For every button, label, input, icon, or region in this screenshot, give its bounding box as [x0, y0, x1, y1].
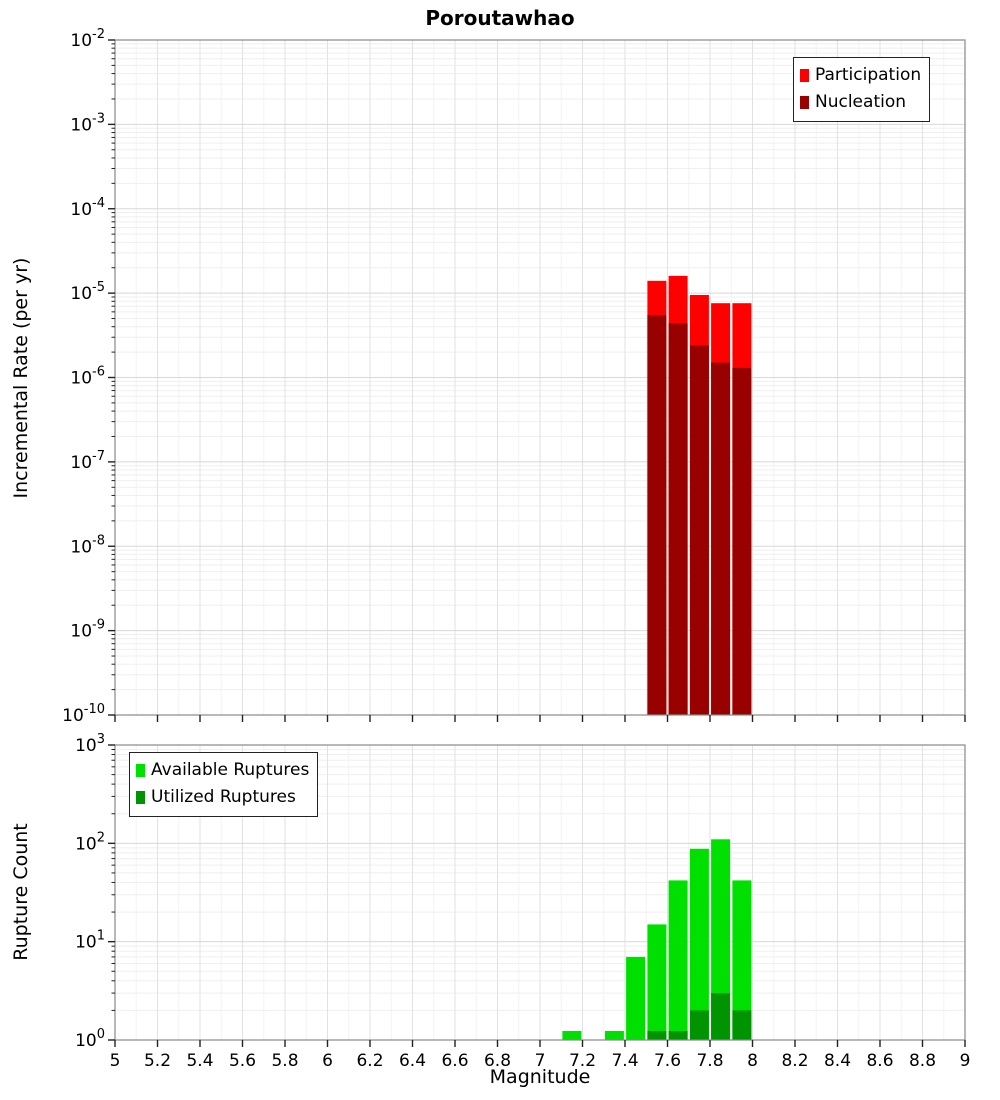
participation-swatch-icon	[800, 69, 809, 83]
svg-text:7.4: 7.4	[611, 1051, 638, 1071]
svg-text:10-6: 10-6	[70, 365, 105, 389]
svg-text:7: 7	[535, 1051, 546, 1071]
svg-text:10-7: 10-7	[70, 449, 105, 473]
svg-text:6.6: 6.6	[441, 1051, 468, 1071]
svg-text:7.8: 7.8	[696, 1051, 723, 1071]
nucleation-swatch-icon	[800, 96, 809, 110]
legend-item-available-ruptures: Available Ruptures	[136, 757, 309, 784]
available-ruptures-bars	[562, 839, 752, 1040]
gridlines	[115, 40, 965, 715]
svg-text:10-4: 10-4	[70, 196, 105, 220]
utilized-ruptures-bars	[647, 993, 752, 1040]
available-ruptures-label: Available Ruptures	[151, 760, 310, 780]
svg-text:6.8: 6.8	[484, 1051, 511, 1071]
svg-text:6.2: 6.2	[356, 1051, 383, 1071]
svg-text:7.2: 7.2	[569, 1051, 596, 1071]
svg-text:8.6: 8.6	[866, 1051, 893, 1071]
chart-title: Poroutawhao	[425, 6, 575, 30]
svg-text:8.4: 8.4	[824, 1051, 851, 1071]
utilized-ruptures-label: Utilized Ruptures	[151, 787, 296, 808]
x-axis: 5 5.2 5.4 5.6 5.8 6 6.2 6.4 6.6 6.8 7 7.2 7.4 7.6 7.8 8…	[110, 1040, 971, 1071]
svg-text:103: 103	[75, 732, 105, 756]
y-axis: 100 101 102 103	[75, 732, 115, 1051]
rupture-count-plot: 100 101 102 103 5 5.2 5.4 5.6 5.8 6 6.2 6.4 6.6 6.8 7 7…	[75, 732, 971, 1071]
svg-text:101: 101	[75, 929, 105, 953]
nucleation-label: Nucleation	[815, 92, 907, 113]
magnitude-axis-label: Magnitude	[489, 1066, 591, 1088]
rate-legend: Participation Nucleation	[793, 57, 931, 123]
x-axis	[114, 715, 966, 722]
svg-text:9: 9	[960, 1051, 971, 1071]
svg-text:10-3: 10-3	[70, 111, 105, 135]
svg-text:102: 102	[75, 830, 105, 854]
legend-item-nucleation: Nucleation	[800, 89, 921, 116]
svg-text:100: 100	[75, 1027, 105, 1051]
incremental-rate-plot: 10-2 10-3 10-4 10-5 10-6 10-7 10-8 10-9 10-10	[62, 27, 966, 726]
svg-text:10-2: 10-2	[70, 27, 105, 51]
svg-text:8.8: 8.8	[909, 1051, 936, 1071]
svg-text:5.6: 5.6	[229, 1051, 256, 1071]
svg-text:7.6: 7.6	[654, 1051, 681, 1071]
participation-label: Participation	[815, 65, 922, 85]
legend-item-utilized-ruptures: Utilized Ruptures	[136, 784, 309, 811]
svg-text:10-10: 10-10	[62, 702, 105, 726]
svg-text:8.2: 8.2	[781, 1051, 808, 1071]
y-axis: 10-2 10-3 10-4 10-5 10-6 10-7 10-8 10-9 10-10	[62, 27, 115, 726]
svg-text:5.8: 5.8	[271, 1051, 298, 1071]
svg-text:8: 8	[747, 1051, 758, 1071]
gridlines	[115, 745, 965, 1040]
svg-text:5.2: 5.2	[144, 1051, 171, 1071]
available-ruptures-swatch-icon	[136, 764, 145, 778]
svg-text:10-8: 10-8	[70, 533, 105, 557]
nucleation-bars	[647, 315, 752, 715]
svg-text:6.4: 6.4	[399, 1051, 426, 1071]
utilized-ruptures-swatch-icon	[136, 791, 145, 805]
svg-text:5.4: 5.4	[186, 1051, 213, 1071]
count-legend: Available Ruptures Utilized Ruptures	[129, 752, 319, 818]
svg-text:5: 5	[110, 1051, 121, 1071]
legend-item-participation: Participation	[800, 62, 921, 89]
svg-text:10-5: 10-5	[70, 280, 105, 304]
svg-text:6: 6	[322, 1051, 333, 1071]
svg-text:10-9: 10-9	[70, 618, 105, 642]
